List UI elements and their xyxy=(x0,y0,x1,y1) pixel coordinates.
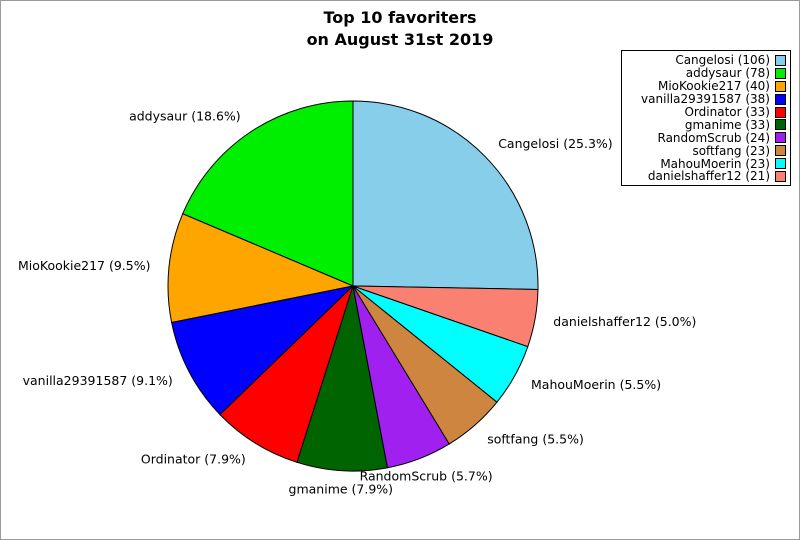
slice-label-addysaur: addysaur (18.6%) xyxy=(129,109,241,124)
legend-item-randomscrub: RandomScrub (24) xyxy=(624,131,786,144)
legend-item-cangelosi: Cangelosi (106) xyxy=(624,54,786,67)
legend-label: RandomScrub (24) xyxy=(657,130,771,145)
chart-title: Top 10 favoriters on August 31st 2019 xyxy=(1,7,799,51)
legend-label: Ordinator (33) xyxy=(684,105,770,119)
pie-slice-gmanime xyxy=(296,285,389,472)
legend-label: addysaur (78) xyxy=(685,66,770,81)
legend-item-addysaur: addysaur (78) xyxy=(624,67,786,80)
pie-slice-miokookie217 xyxy=(167,213,355,324)
legend-item-mahoumoerin: MahouMoerin (23) xyxy=(624,157,786,170)
slice-label-softfang: softfang (5.5%) xyxy=(487,431,584,446)
chart-title-line1: Top 10 favoriters xyxy=(323,8,477,27)
pie-slice-ordinator xyxy=(219,285,354,463)
legend: Cangelosi (106) addysaur (78) MioKookie217… xyxy=(621,50,791,186)
legend-item-gmanime: gmanime (33) xyxy=(624,118,786,131)
slice-label-ordinator: Ordinator (7.9%) xyxy=(141,451,246,466)
slice-label-gmanime: gmanime (7.9%) xyxy=(289,481,394,496)
slice-label-randomscrub: RandomScrub (5.7%) xyxy=(360,468,493,483)
chart-title-line2: on August 31st 2019 xyxy=(306,30,494,49)
legend-label: danielshaffer12 (21) xyxy=(647,169,770,184)
legend-label: vanilla29391587 (38) xyxy=(641,92,770,107)
legend-item-softfang: softfang (23) xyxy=(624,144,786,157)
legend-label: MahouMoerin (23) xyxy=(660,156,770,171)
legend-swatch xyxy=(775,106,786,118)
legend-label: MioKookie217 (40) xyxy=(657,79,770,94)
pie-slice-vanilla29391587 xyxy=(171,285,355,416)
legend-item-miokookie217: MioKookie217 (40) xyxy=(624,80,786,93)
pie-slice-cangelosi xyxy=(352,100,539,290)
legend-swatch xyxy=(775,145,786,157)
slice-label-vanilla29391587: vanilla29391587 (9.1%) xyxy=(23,373,173,388)
legend-swatch xyxy=(775,132,786,144)
slice-label-miokookie217: MioKookie217 (9.5%) xyxy=(18,258,151,273)
legend-swatch xyxy=(775,80,786,92)
legend-swatch xyxy=(775,54,786,66)
legend-label: gmanime (33) xyxy=(684,117,770,132)
legend-label: softfang (23) xyxy=(692,143,770,158)
legend-swatch xyxy=(775,67,786,79)
legend-swatch xyxy=(775,170,786,182)
legend-label: Cangelosi (106) xyxy=(675,53,770,68)
legend-item-vanilla29391587: vanilla29391587 (38) xyxy=(624,93,786,106)
legend-item-danielshaffer12: danielshaffer12 (21) xyxy=(624,170,786,183)
slice-label-cangelosi: Cangelosi (25.3%) xyxy=(498,136,612,151)
slice-label-danielshaffer12: danielshaffer12 (5.0%) xyxy=(553,314,696,329)
pie-slice-danielshaffer12 xyxy=(352,285,539,348)
slice-label-mahoumoerin: MahouMoerin (5.5%) xyxy=(531,377,661,392)
pie-slice-addysaur xyxy=(182,100,354,287)
legend-item-ordinator: Ordinator (33) xyxy=(624,106,786,119)
legend-swatch xyxy=(775,158,786,170)
legend-swatch xyxy=(775,93,786,105)
legend-swatch xyxy=(775,119,786,131)
